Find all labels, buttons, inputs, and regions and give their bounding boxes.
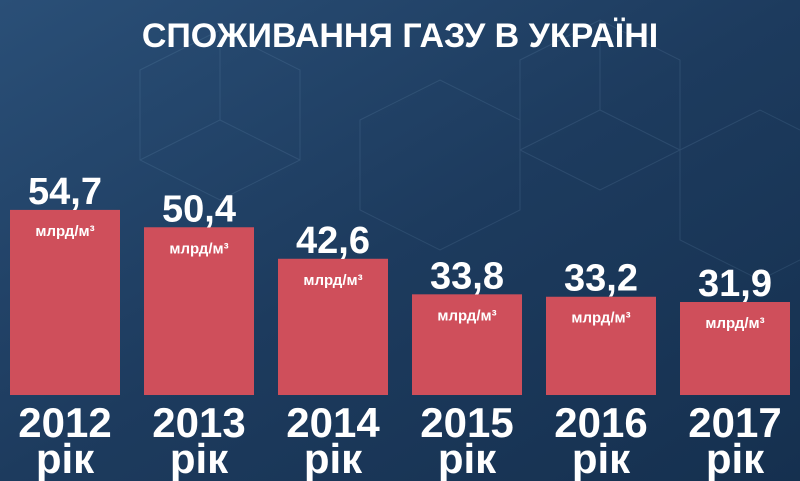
value-label: 31,9 xyxy=(698,263,772,305)
value-label: 33,2 xyxy=(564,258,638,300)
x-tick-label: 2015 рік xyxy=(420,399,513,481)
x-tick-label: 2016 рік xyxy=(554,399,647,481)
bar xyxy=(546,296,656,395)
value-label: 33,8 xyxy=(430,255,504,297)
unit-label: млрд/м³ xyxy=(169,240,228,257)
value-label: 42,6 xyxy=(296,220,370,262)
bar xyxy=(278,258,388,395)
unit-label: млрд/м³ xyxy=(437,307,496,324)
bar xyxy=(10,209,120,395)
unit-label: млрд/м³ xyxy=(303,272,362,289)
bar xyxy=(680,302,790,395)
value-label: 50,4 xyxy=(162,188,236,230)
x-tick-label: 2012 рік xyxy=(18,399,111,481)
x-tick-label: 2014 рік xyxy=(286,399,380,481)
hex-pattern xyxy=(139,19,800,281)
x-tick-label: 2017 рік xyxy=(688,399,781,481)
value-label: 54,7 xyxy=(28,171,102,213)
bar xyxy=(144,227,254,395)
bar xyxy=(412,294,522,395)
chart-title: СПОЖИВАННЯ ГАЗУ В УКРАЇНІ xyxy=(142,17,658,55)
x-tick-label: 2013 рік xyxy=(152,399,245,481)
unit-label: млрд/м³ xyxy=(35,223,94,240)
unit-label: млрд/м³ xyxy=(705,315,764,332)
unit-label: млрд/м³ xyxy=(571,310,630,327)
